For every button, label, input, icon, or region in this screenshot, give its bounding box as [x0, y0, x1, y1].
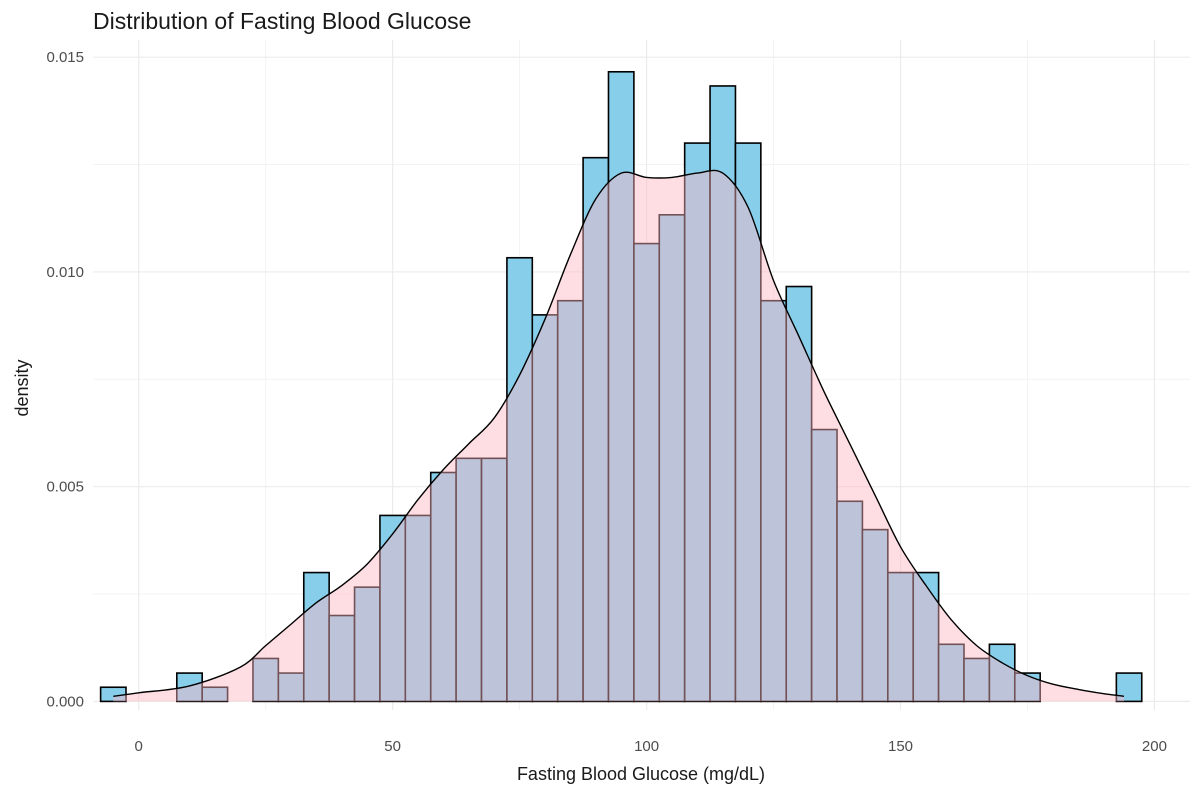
- histogram-bar: [1013, 672, 1041, 703]
- histogram-bars: [99, 70, 1143, 703]
- histogram-bar: [252, 657, 280, 703]
- histogram-bar: [302, 571, 330, 703]
- histogram-bar: [963, 657, 991, 703]
- x-tick-label: 50: [384, 738, 401, 755]
- x-tick-labels: 0 50 100 150 200: [135, 738, 1167, 755]
- y-tick-label: 0.005: [46, 479, 84, 496]
- histogram-bar: [861, 528, 889, 703]
- histogram-bar: [531, 314, 559, 703]
- y-tick-labels: 0.000 0.005 0.010 0.015: [46, 49, 84, 710]
- histogram-bar: [810, 428, 838, 703]
- chart-title: Distribution of Fasting Blood Glucose: [93, 8, 472, 34]
- histogram-bar: [455, 457, 483, 703]
- x-tick-label: 0: [135, 738, 143, 755]
- histogram-bar: [353, 586, 381, 703]
- histogram-bar: [556, 299, 584, 703]
- histogram-bar: [633, 242, 661, 703]
- histogram-bar: [734, 142, 762, 703]
- histogram-bar: [480, 457, 508, 703]
- y-tick-label: 0.010: [46, 264, 84, 281]
- y-axis-title: density: [12, 359, 32, 416]
- x-tick-label: 100: [634, 738, 659, 755]
- histogram-bar: [887, 571, 915, 703]
- density-line: [113, 169, 1125, 697]
- histogram-bar: [404, 514, 432, 703]
- y-tick-label: 0.015: [46, 49, 84, 66]
- histogram-bar: [201, 686, 229, 703]
- x-tick-label: 150: [888, 738, 913, 755]
- histogram-bar: [937, 643, 965, 703]
- histogram-bar: [506, 256, 534, 703]
- x-axis-title: Fasting Blood Glucose (mg/dL): [517, 764, 765, 784]
- histogram-bar: [379, 514, 407, 703]
- histogram-bar: [1115, 672, 1143, 703]
- histogram-bar: [175, 672, 203, 703]
- density-area: [113, 170, 1125, 702]
- histogram-bar: [582, 156, 610, 703]
- histogram-bar: [683, 142, 711, 703]
- density-curve-layer: [113, 169, 1125, 702]
- histogram-bar: [912, 571, 940, 703]
- histogram-bar: [658, 214, 686, 703]
- x-tick-label: 200: [1142, 738, 1167, 755]
- y-tick-label: 0.000: [46, 693, 84, 710]
